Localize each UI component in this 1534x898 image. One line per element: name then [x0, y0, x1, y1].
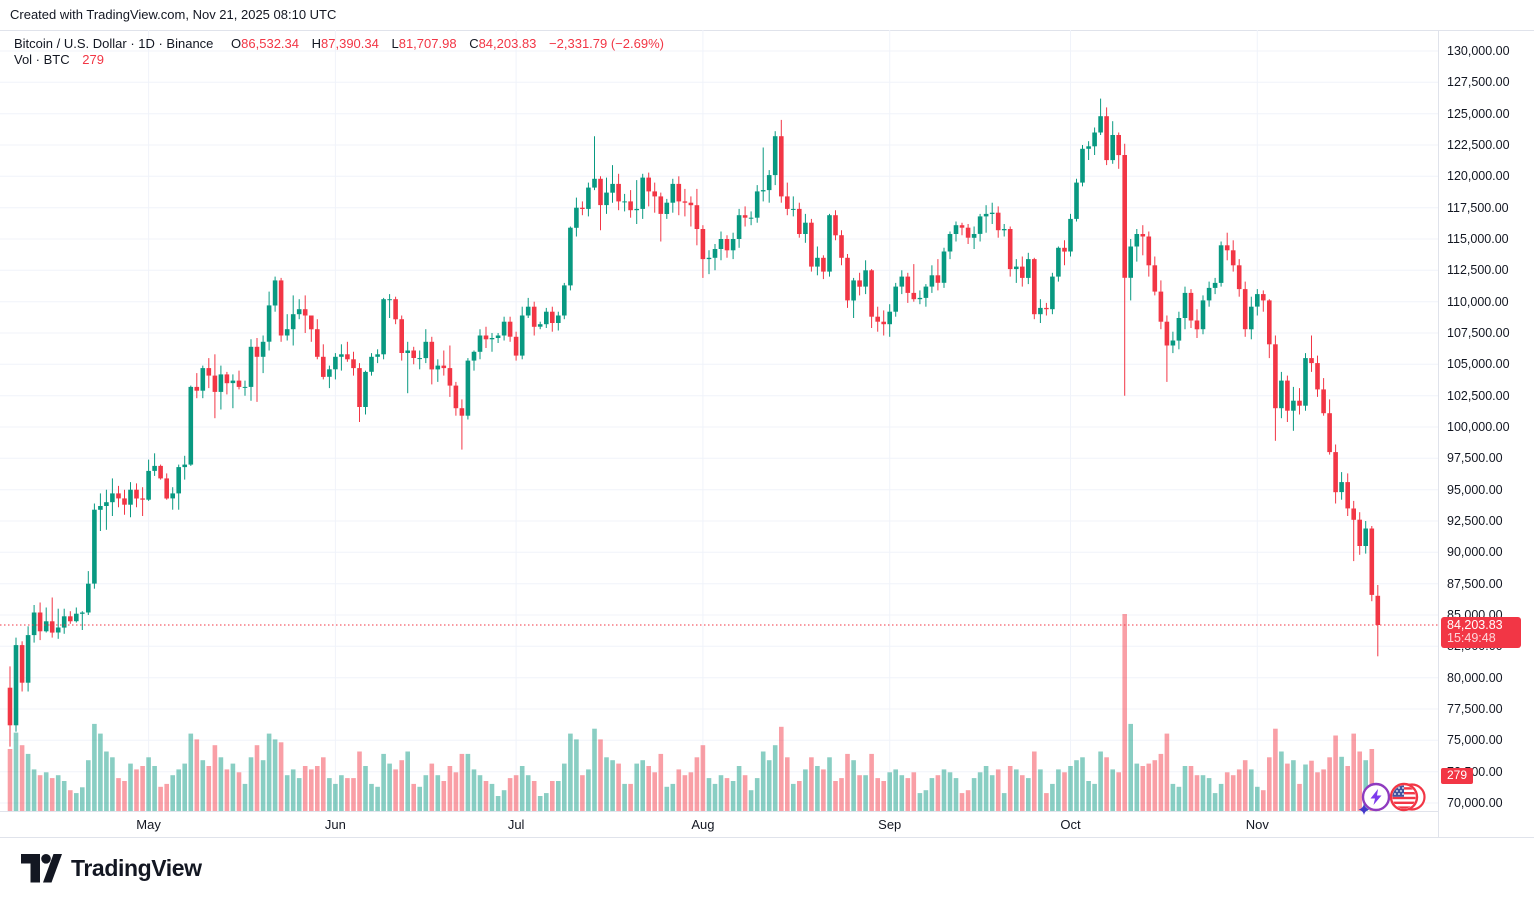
tradingview-logo-icon	[21, 853, 62, 882]
volume-indicator-value: 279	[82, 52, 104, 67]
last-price-value: 84,203.83	[1447, 617, 1503, 632]
price-tick: 95,000.00	[1447, 482, 1503, 497]
grid-layer	[0, 30, 1438, 811]
ohlc-low: L81,707.98	[391, 36, 457, 51]
time-axis-label: Jun	[324, 817, 346, 832]
price-axis[interactable]: 70,000.00 72,500.00 75,000.00 77,500.00 80,0…	[1438, 30, 1534, 837]
time-axis-label: Nov	[1245, 817, 1269, 832]
tradingview-wordmark: TradingView	[71, 854, 202, 881]
volume-indicator-label: Vol · BTC	[14, 52, 70, 67]
price-tick: 117,500.00	[1447, 200, 1509, 215]
time-axis-label: May	[136, 817, 161, 832]
chart-top-border	[0, 30, 1534, 31]
ohlc-close: C84,203.83	[469, 36, 537, 51]
time-axis-label: Sep	[878, 817, 902, 832]
symbol-title: Bitcoin / U.S. Dollar · 1D · Binance	[14, 36, 214, 51]
bar-countdown: 15:49:48	[1447, 630, 1496, 645]
price-tick: 115,000.00	[1447, 232, 1509, 246]
legend-volume-row[interactable]: Vol · BTC 279	[14, 52, 664, 68]
last-price-tag: 84,203.83 15:49:48	[1441, 616, 1521, 648]
price-tick: 75,000.00	[1447, 733, 1503, 748]
volume-value-tag: 279	[1441, 767, 1474, 784]
time-axis-label: Oct	[1060, 817, 1081, 832]
change-value: −2,331.79 (−2.69%)	[549, 36, 664, 51]
legend-symbol-row[interactable]: Bitcoin / U.S. Dollar · 1D · Binance O86…	[14, 36, 664, 52]
usd-flag-icon	[1389, 782, 1426, 812]
price-tick: 110,000.00	[1447, 294, 1509, 309]
price-tick: 80,000.00	[1447, 670, 1503, 685]
price-tick: 130,000.00	[1447, 44, 1510, 58]
price-tick: 112,500.00	[1447, 263, 1509, 278]
time-axis-label: Aug	[691, 817, 715, 832]
chart-corner-icons	[1358, 782, 1426, 815]
chart-plot-area[interactable]	[0, 30, 1438, 811]
created-with-note: Created with TradingView.com, Nov 21, 20…	[10, 7, 337, 22]
symbol-legend: Bitcoin / U.S. Dollar · 1D · Binance O86…	[14, 36, 664, 68]
candles-layer	[7, 98, 1381, 747]
ohlc-high: H87,390.34	[311, 36, 379, 51]
price-tick: 92,500.00	[1447, 514, 1503, 528]
price-tick: 87,500.00	[1447, 576, 1503, 591]
volume-layer	[7, 614, 1381, 811]
time-axis-label: Jul	[507, 817, 525, 832]
price-tick: 97,500.00	[1447, 451, 1503, 466]
chart-bottom-border	[0, 837, 1534, 838]
price-tick: 77,500.00	[1447, 702, 1503, 716]
price-tick: 127,500.00	[1447, 75, 1510, 90]
price-tick: 70,000.00	[1447, 796, 1503, 810]
brand-footer[interactable]: TradingView	[21, 850, 202, 886]
price-tick: 122,500.00	[1447, 138, 1510, 152]
price-tick: 102,500.00	[1447, 388, 1510, 403]
price-tick: 90,000.00	[1447, 545, 1503, 560]
candlestick-chart-canvas[interactable]	[0, 30, 1438, 811]
price-tick: 105,000.00	[1447, 357, 1510, 372]
price-tick: 100,000.00	[1447, 420, 1510, 434]
price-tick: 120,000.00	[1447, 169, 1510, 184]
ohlc-open: O86,532.34	[231, 36, 299, 51]
price-tick: 125,000.00	[1447, 106, 1510, 121]
time-axis[interactable]: May Jun Jul Aug Sep Oct Nov	[0, 811, 1438, 838]
spark-ai-icon	[1358, 782, 1391, 815]
price-tick: 107,500.00	[1447, 326, 1510, 340]
